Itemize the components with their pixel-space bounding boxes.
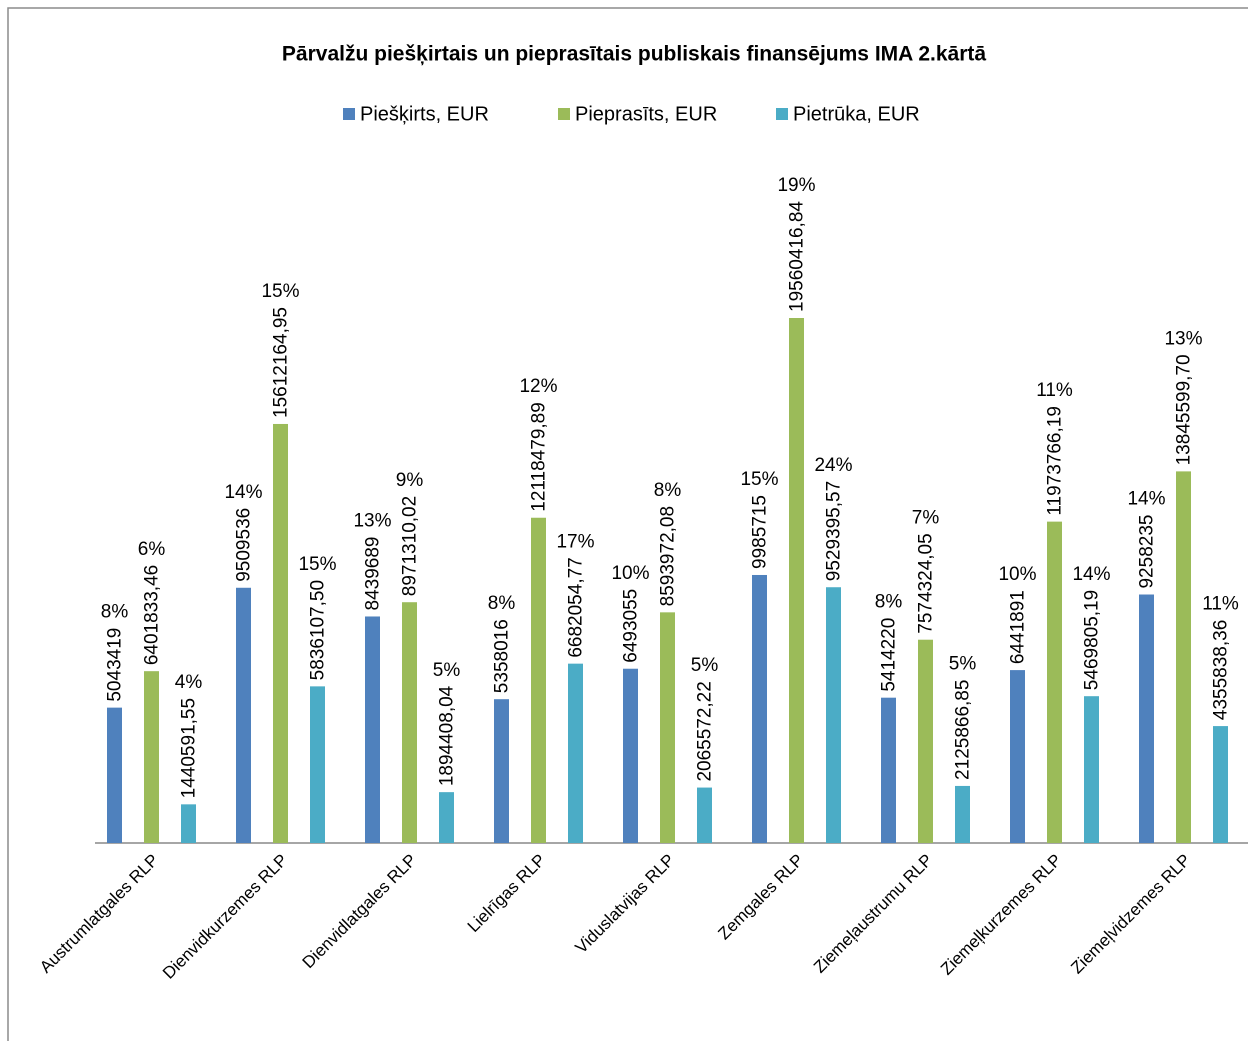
percent-label: 14%: [224, 482, 262, 503]
bar: [236, 587, 251, 843]
legend-swatch: [343, 108, 355, 120]
value-label: 5836107,50: [308, 580, 329, 680]
bar: [1213, 726, 1228, 843]
value-label: 9529395,57: [824, 481, 845, 581]
value-label: 6493055: [621, 589, 642, 663]
bar: [697, 787, 712, 843]
percent-label: 15%: [740, 469, 778, 490]
value-label: 5043419: [105, 628, 126, 702]
percent-label: 19%: [777, 175, 815, 196]
value-label: 2125866,85: [953, 680, 974, 780]
percent-label: 6%: [138, 539, 166, 560]
bar: [1176, 471, 1191, 843]
value-label: 8971310,02: [400, 496, 421, 596]
percent-label: 12%: [519, 376, 557, 397]
value-label: 5414220: [879, 618, 900, 692]
value-label: 5358016: [492, 619, 513, 693]
bar: [918, 639, 933, 843]
percent-label: 13%: [353, 511, 391, 532]
value-label: 1440591,55: [179, 698, 200, 798]
percent-label: 14%: [1072, 564, 1110, 585]
bar: [881, 697, 896, 843]
legend-label: Pieprasīts, EUR: [575, 103, 717, 125]
bar: [107, 707, 122, 843]
bar: [402, 602, 417, 843]
percent-label: 17%: [556, 531, 594, 552]
bar: [826, 587, 841, 843]
bar: [310, 686, 325, 843]
value-label: 8593972,08: [658, 506, 679, 606]
bar: [789, 318, 804, 843]
percent-label: 10%: [611, 563, 649, 584]
legend-swatch: [558, 108, 570, 120]
value-label: 12118479,89: [529, 402, 550, 512]
percent-label: 13%: [1164, 328, 1202, 349]
bar: [494, 699, 509, 843]
value-label: 6401833,46: [142, 565, 163, 665]
bar: [439, 792, 454, 843]
value-label: 8439689: [363, 537, 384, 611]
value-label: 6682054,77: [566, 557, 587, 657]
percent-label: 24%: [814, 455, 852, 476]
percent-label: 5%: [691, 655, 719, 676]
value-label: 6441891: [1008, 590, 1029, 664]
value-label: 1894408,04: [437, 685, 458, 786]
percent-label: 8%: [875, 592, 903, 613]
value-label: 7574324,05: [916, 533, 937, 633]
value-label: 9258235: [1137, 515, 1158, 589]
bar: [1010, 670, 1025, 843]
value-label: 4355838,36: [1211, 620, 1232, 720]
percent-label: 15%: [298, 554, 336, 575]
percent-label: 9%: [396, 470, 424, 491]
value-label: 11973766,19: [1045, 406, 1066, 516]
value-label: 5469805,19: [1082, 590, 1103, 690]
bar: [181, 804, 196, 843]
value-label: 9985715: [750, 495, 771, 569]
bar: [1047, 521, 1062, 843]
value-label: 9509536: [234, 508, 255, 582]
percent-label: 14%: [1127, 489, 1165, 510]
bar: [144, 671, 159, 843]
percent-label: 7%: [912, 507, 940, 528]
percent-label: 8%: [654, 480, 682, 501]
bar: [660, 612, 675, 843]
value-label: 2065572,22: [695, 681, 716, 781]
legend-swatch: [776, 108, 788, 120]
bar: [273, 423, 288, 843]
chart-title: Pārvalžu piešķirtais un pieprasītais pub…: [282, 43, 986, 66]
percent-label: 5%: [949, 654, 977, 675]
percent-label: 8%: [488, 593, 516, 614]
chart-frame: [7, 7, 1248, 1041]
percent-label: 11%: [1202, 594, 1239, 615]
bar: [531, 517, 546, 843]
legend-label: Pietrūka, EUR: [793, 103, 920, 125]
value-label: 13845599,70: [1174, 354, 1195, 465]
bar: [955, 785, 970, 843]
legend-label: Piešķirts, EUR: [360, 103, 489, 125]
value-label: 19560416,84: [787, 201, 808, 312]
percent-label: 4%: [175, 672, 203, 693]
percent-label: 5%: [433, 660, 461, 681]
bar: [1139, 594, 1154, 843]
percent-label: 15%: [261, 281, 299, 302]
bar: [623, 668, 638, 843]
bar: [568, 663, 583, 843]
bar: [1084, 696, 1099, 843]
bar: [752, 574, 767, 843]
percent-label: 11%: [1036, 380, 1073, 401]
percent-label: 8%: [101, 602, 129, 623]
value-label: 15612164,95: [271, 307, 292, 418]
percent-label: 10%: [998, 564, 1036, 585]
bar: [365, 616, 380, 843]
